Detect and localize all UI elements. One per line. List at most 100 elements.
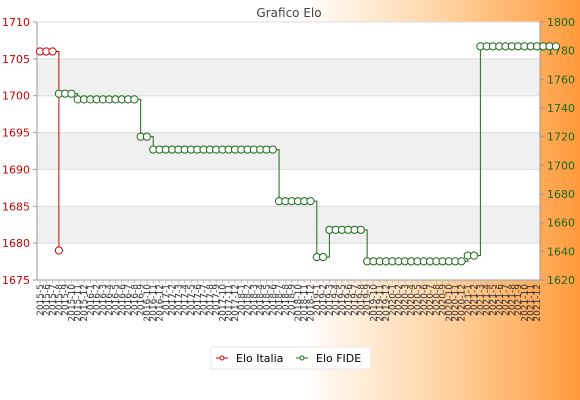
x-tick-label: 2018-5 xyxy=(262,284,272,316)
x-tick-label: 2019-9 xyxy=(363,284,373,316)
x-tick-label: 2020-8 xyxy=(432,284,442,316)
x-tick-label: 2021-11 xyxy=(527,284,537,322)
legend-box xyxy=(210,346,372,370)
data-point xyxy=(67,89,76,98)
x-tick-label: 2015-11 xyxy=(74,284,84,322)
x-tick-label: 2021-9 xyxy=(514,284,524,316)
x-tick-label: 2021-1 xyxy=(464,284,474,316)
x-tick-label: 2018-7 xyxy=(275,284,285,316)
x-tick-label: 2016-8 xyxy=(130,284,140,316)
right-tick-label: 1680 xyxy=(547,188,575,201)
x-tick-label: 2015-6 xyxy=(42,284,52,316)
x-tick-label: 2018-9 xyxy=(288,284,298,316)
left-tick-label: 1705 xyxy=(2,53,30,66)
x-tick-label: 2016-11 xyxy=(149,284,159,322)
right-tick-label: 1700 xyxy=(547,159,575,172)
data-point xyxy=(551,42,560,51)
x-tick-label: 2016-7 xyxy=(124,284,134,316)
x-tick-label: 2016-12 xyxy=(156,284,166,322)
left-tick-label: 1700 xyxy=(2,90,30,103)
x-tick-label: 2017-5 xyxy=(187,284,197,316)
x-tick-label: 2019-2 xyxy=(319,284,329,316)
x-tick-label: 2015-10 xyxy=(67,284,77,322)
x-tick-label: 2018-12 xyxy=(307,284,317,322)
data-point xyxy=(142,132,152,141)
x-tick-label: 2016-9 xyxy=(137,284,147,316)
legend: Elo Italia Elo FIDE xyxy=(210,346,372,370)
legend-label: Elo FIDE xyxy=(316,352,361,365)
x-tick-label: 2020-5 xyxy=(413,284,423,316)
x-tick-label: 2016-1 xyxy=(86,284,96,316)
x-tick-label: 2017-10 xyxy=(218,284,228,322)
data-point xyxy=(469,251,479,260)
x-tick-label: 2020-9 xyxy=(439,284,449,316)
x-tick-label: 2021-12 xyxy=(533,284,543,322)
legend-item: Elo FIDE xyxy=(296,352,361,365)
x-tick-label: 2015-8 xyxy=(55,284,65,316)
x-tick-label: 2017-4 xyxy=(181,284,191,316)
right-tick-label: 1760 xyxy=(547,73,575,86)
data-point xyxy=(268,145,277,154)
series-elo-fide xyxy=(54,42,560,266)
x-tick-label: 2020-12 xyxy=(458,284,468,322)
plot-band xyxy=(37,132,540,170)
x-tick-label: 2020-7 xyxy=(426,284,436,316)
data-point xyxy=(130,95,139,104)
right-tick-label: 1640 xyxy=(547,245,575,258)
legend-item: Elo Italia xyxy=(216,352,283,365)
legend-marker xyxy=(299,355,305,361)
data-point xyxy=(54,246,63,255)
x-tick-label: 2016-2 xyxy=(93,284,103,316)
data-point xyxy=(319,252,328,262)
x-tick-label: 2019-6 xyxy=(344,284,354,316)
legend-marker xyxy=(219,355,225,361)
x-tick-label: 2017-6 xyxy=(193,284,203,316)
series-elo-italia xyxy=(35,47,63,255)
x-tick-label: 2017-3 xyxy=(174,284,184,316)
x-tick-label: 2018-8 xyxy=(281,284,291,316)
left-tick-label: 1695 xyxy=(2,127,30,140)
plot-background xyxy=(37,22,540,280)
x-tick-label: 2020-4 xyxy=(407,284,417,316)
x-tick-label: 2016-6 xyxy=(118,284,128,316)
x-tick-label: 2016-3 xyxy=(99,284,109,316)
x-tick-label: 2015-12 xyxy=(80,284,90,322)
x-tick-label: 2019-4 xyxy=(332,284,342,316)
right-tick-label: 1720 xyxy=(547,131,575,144)
x-tick-label: 2020-11 xyxy=(451,284,461,322)
x-tick-label: 2021-8 xyxy=(508,284,518,316)
x-tick-label: 2019-8 xyxy=(357,284,367,316)
data-point xyxy=(306,197,315,206)
x-tick-label: 2018-1 xyxy=(237,284,247,316)
right-tick-label: 1660 xyxy=(547,217,575,230)
x-tick-label: 2021-7 xyxy=(502,284,512,316)
x-tick-label: 2020-10 xyxy=(445,284,455,322)
left-tick-label: 1710 xyxy=(2,16,30,29)
x-tick-label: 2019-1 xyxy=(313,284,323,316)
data-point xyxy=(48,47,57,56)
x-tick-label: 2019-7 xyxy=(351,284,361,316)
right-tick-label: 1620 xyxy=(547,274,575,287)
x-axis-labels: 2015-52015-62015-72015-82015-92015-10201… xyxy=(36,280,543,322)
x-tick-label: 2016-4 xyxy=(105,284,115,316)
x-tick-label: 2020-2 xyxy=(395,284,405,316)
x-tick-label: 2019-11 xyxy=(376,284,386,322)
x-tick-label: 2021-6 xyxy=(495,284,505,316)
plot-band xyxy=(37,206,540,244)
right-tick-label: 1740 xyxy=(547,102,575,115)
x-tick-label: 2020-6 xyxy=(420,284,430,316)
x-tick-label: 2015-7 xyxy=(49,284,59,316)
x-tick-label: 2017-2 xyxy=(168,284,178,316)
x-tick-label: 2015-5 xyxy=(36,284,46,316)
x-tick-label: 2021-10 xyxy=(520,284,530,322)
legend-label: Elo Italia xyxy=(236,352,283,365)
x-tick-label: 2016-5 xyxy=(111,284,121,316)
left-tick-label: 1680 xyxy=(2,237,30,250)
chart-title: Grafico Elo xyxy=(256,6,321,20)
x-tick-label: 2018-11 xyxy=(300,284,310,322)
x-tick-label: 2017-12 xyxy=(231,284,241,322)
left-axis-ticks: 1675 1680 1685 1690 1695 1700 1705 1710 xyxy=(2,16,37,287)
x-tick-label: 2021-2 xyxy=(470,284,480,316)
